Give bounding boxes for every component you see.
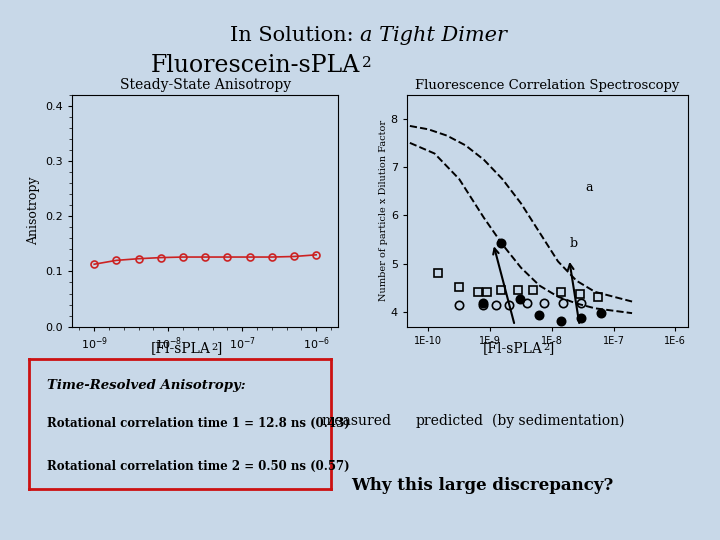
Text: Time-Resolved Anisotropy:: Time-Resolved Anisotropy: — [47, 379, 246, 392]
Text: 2: 2 — [361, 56, 372, 70]
Text: b: b — [569, 237, 577, 250]
Text: Why this large discrepancy?: Why this large discrepancy? — [351, 477, 613, 495]
Text: a: a — [586, 181, 593, 194]
Text: Rotational correlation time 1 = 12.8 ns (0.43): Rotational correlation time 1 = 12.8 ns … — [47, 417, 350, 430]
Text: ]: ] — [549, 341, 554, 355]
Text: [Fl-sPLA: [Fl-sPLA — [483, 341, 543, 355]
Title: Steady-State Anisotropy: Steady-State Anisotropy — [120, 78, 291, 92]
Text: In Solution:: In Solution: — [230, 25, 360, 45]
Text: (by sedimentation): (by sedimentation) — [492, 414, 624, 428]
Text: Fluorescein-sPLA: Fluorescein-sPLA — [150, 55, 360, 77]
Text: 2: 2 — [211, 342, 217, 352]
Y-axis label: Number of particle x Dilution Factor: Number of particle x Dilution Factor — [379, 120, 388, 301]
Title: Fluorescence Correlation Spectroscopy: Fluorescence Correlation Spectroscopy — [415, 79, 680, 92]
Text: ]: ] — [217, 341, 222, 355]
Y-axis label: Anisotropy: Anisotropy — [27, 176, 40, 245]
Text: predicted: predicted — [416, 414, 484, 428]
Text: a Tight Dimer: a Tight Dimer — [360, 25, 507, 45]
Text: [Fl-sPLA: [Fl-sPLA — [151, 341, 211, 355]
Text: measured: measured — [321, 414, 392, 428]
Text: 2: 2 — [543, 342, 549, 352]
Text: Rotational correlation time 2 = 0.50 ns (0.57): Rotational correlation time 2 = 0.50 ns … — [47, 460, 350, 473]
